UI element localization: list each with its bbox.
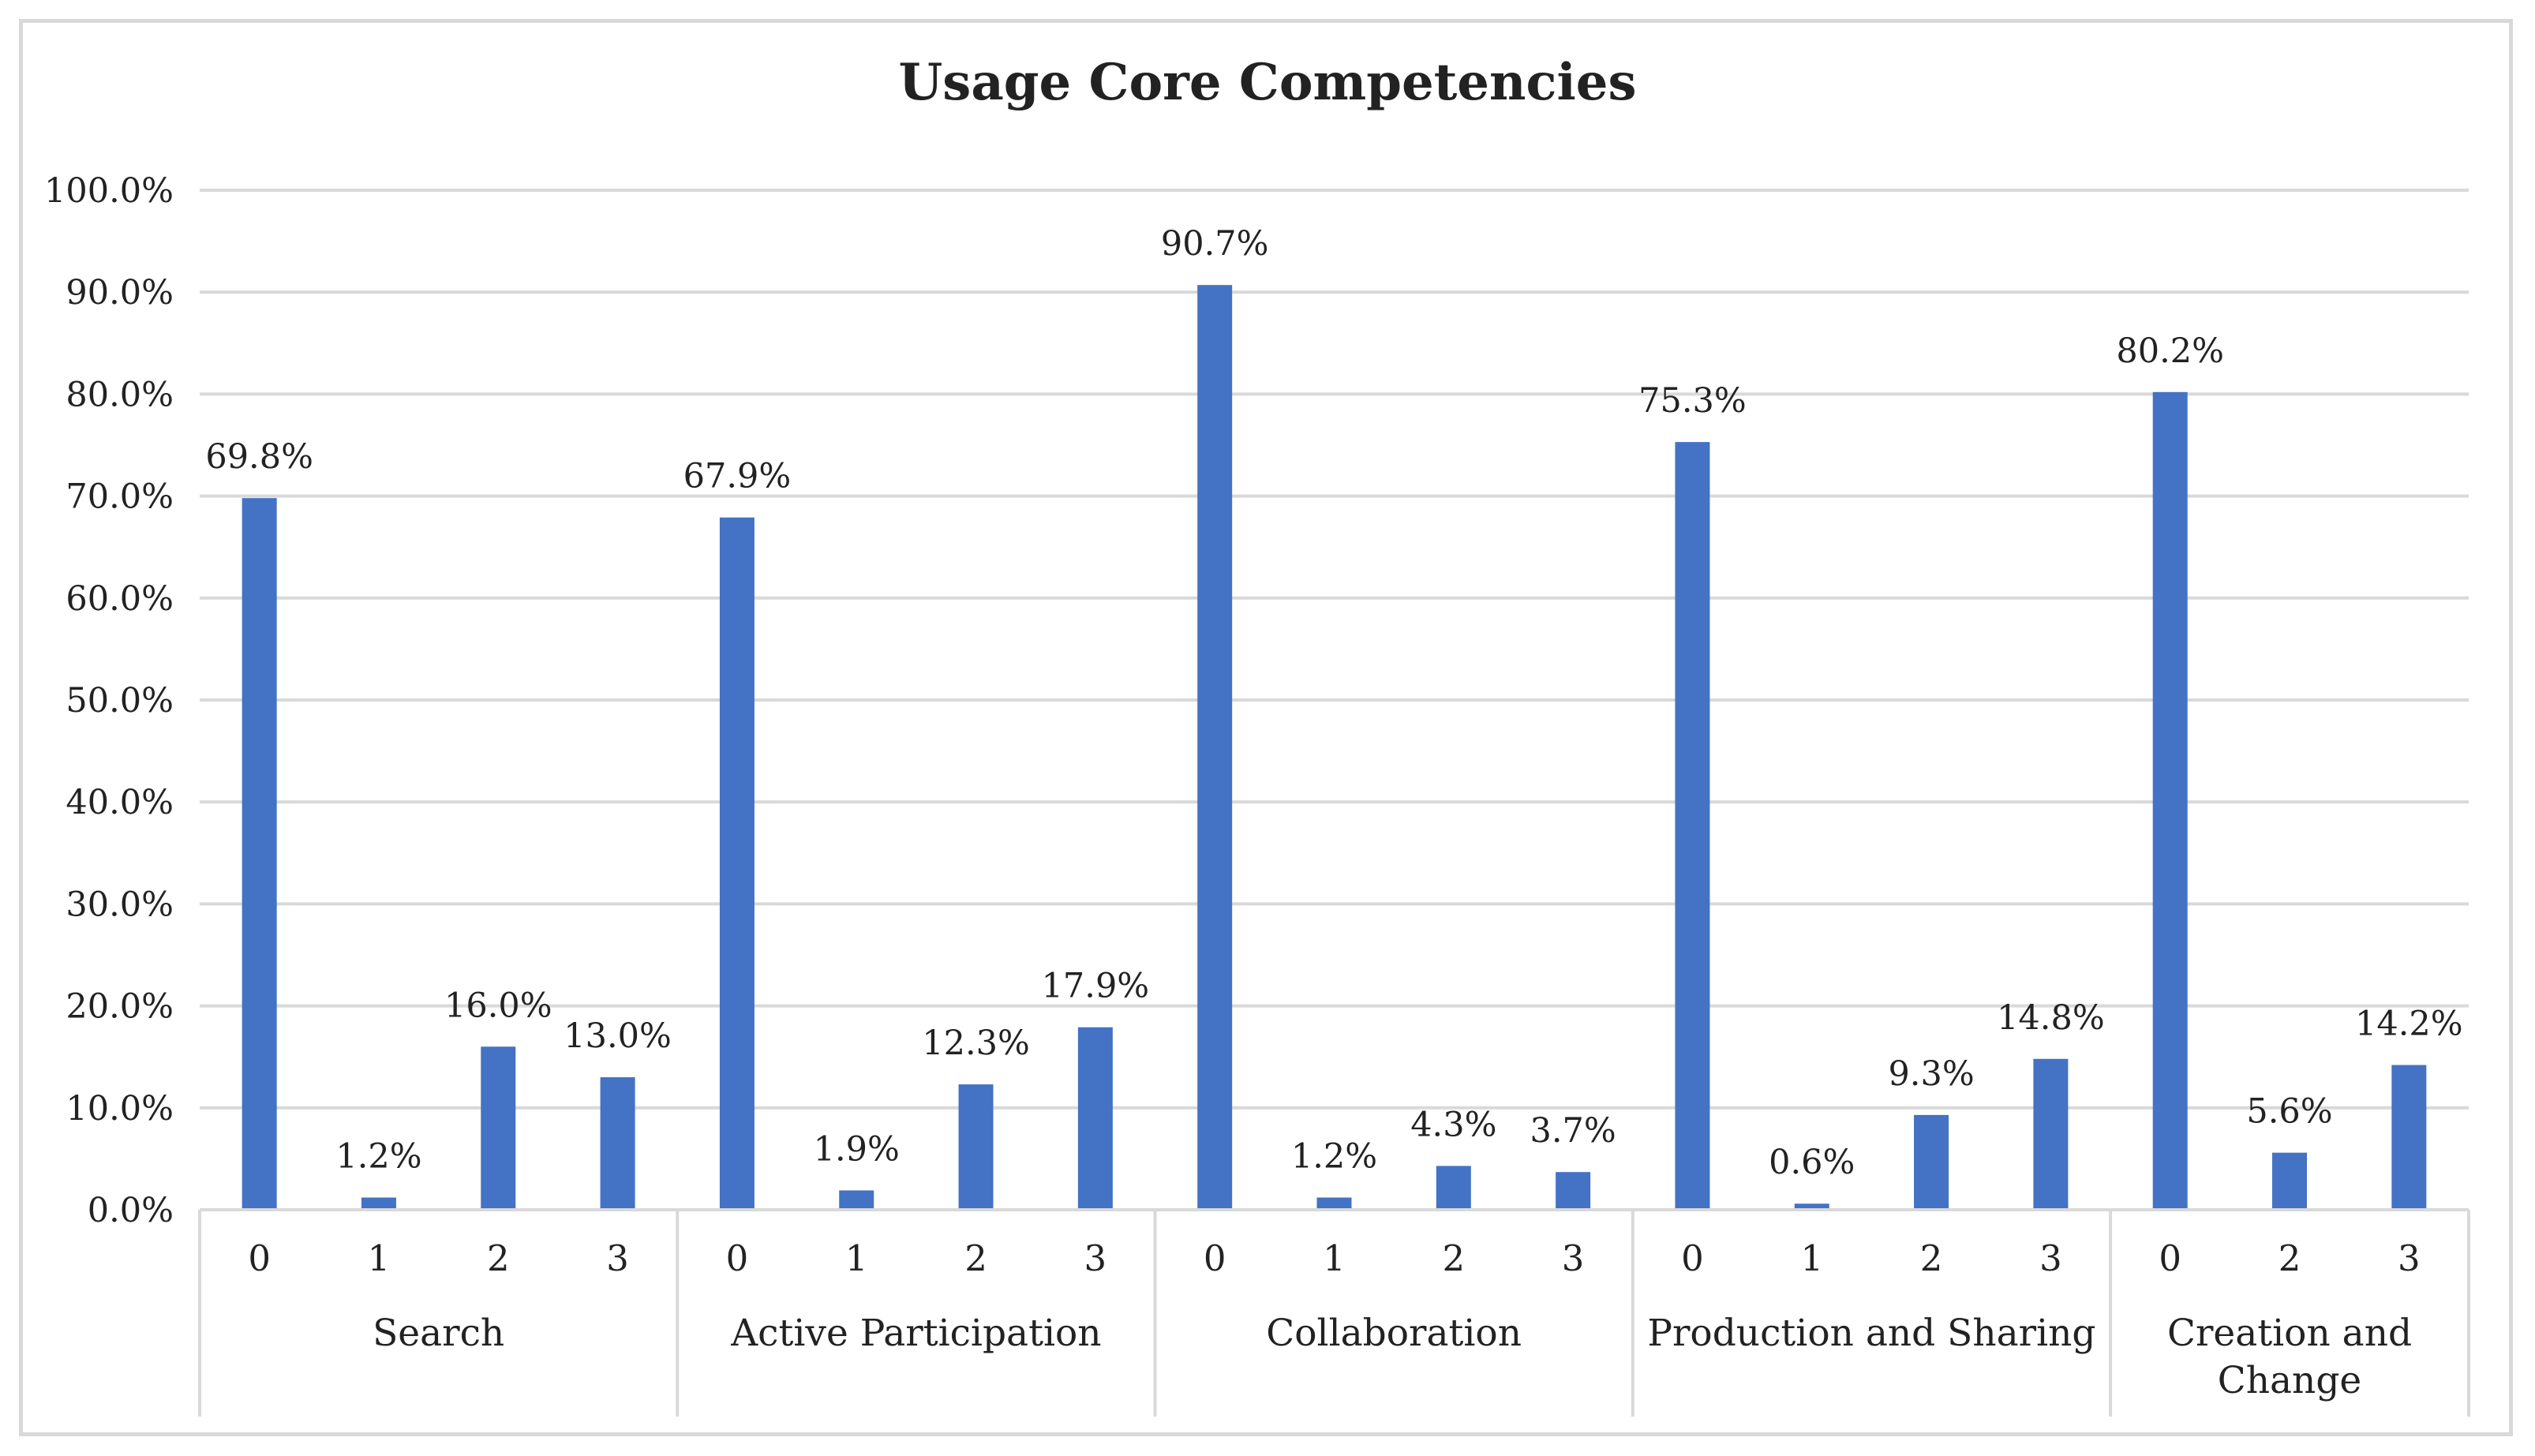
bar bbox=[1794, 1203, 1829, 1210]
x-tick-label: 0 bbox=[1681, 1237, 1704, 1279]
data-label: 9.3% bbox=[1888, 1054, 1974, 1094]
data-labels: 69.8% 1.2% 16.0% 13.0% 67.9% 1.9% 12.3% 17.9% 90… bbox=[205, 224, 2462, 1182]
data-label: 1.2% bbox=[335, 1136, 421, 1176]
bar bbox=[600, 1077, 635, 1210]
y-tick-label: 10.0% bbox=[66, 1089, 174, 1128]
x-tick-label: 1 bbox=[368, 1237, 391, 1279]
y-tick-label: 90.0% bbox=[66, 273, 174, 313]
x-tick-label: 0 bbox=[248, 1237, 271, 1279]
x-tick-label: 2 bbox=[1920, 1237, 1943, 1279]
data-label: 4.3% bbox=[1410, 1105, 1496, 1144]
x-tick-label: 2 bbox=[2279, 1237, 2301, 1279]
bar bbox=[1316, 1197, 1352, 1210]
gridlines bbox=[200, 189, 2469, 1110]
x-tick-label: 1 bbox=[1800, 1237, 1823, 1279]
data-label: 0.6% bbox=[1769, 1143, 1855, 1182]
y-tick-label: 40.0% bbox=[66, 783, 174, 822]
x-tick-label: 1 bbox=[1323, 1237, 1346, 1279]
bar bbox=[2272, 1152, 2308, 1210]
y-tick-label: 30.0% bbox=[66, 885, 174, 924]
data-label: 13.0% bbox=[564, 1016, 672, 1056]
y-tick-label: 100.0% bbox=[44, 171, 174, 211]
bars bbox=[242, 285, 2427, 1210]
x-tick-label: 3 bbox=[606, 1237, 629, 1279]
data-label: 90.7% bbox=[1161, 224, 1269, 264]
x-tick-label: 3 bbox=[2039, 1237, 2062, 1279]
x-tick-label: 3 bbox=[1084, 1237, 1107, 1279]
y-tick-label: 80.0% bbox=[66, 375, 174, 414]
bar bbox=[719, 517, 755, 1210]
data-label: 14.2% bbox=[2355, 1005, 2463, 1044]
x-tick-label: 0 bbox=[1204, 1237, 1226, 1279]
x-tick-label: 2 bbox=[964, 1237, 987, 1279]
bar bbox=[481, 1046, 516, 1210]
group-label: Collaboration bbox=[1266, 1312, 1522, 1355]
group-label: Change bbox=[2218, 1359, 2361, 1402]
bar bbox=[2033, 1058, 2069, 1210]
bar bbox=[1436, 1166, 1471, 1210]
bar bbox=[839, 1190, 874, 1210]
chart-title: Usage Core Competencies bbox=[898, 53, 1636, 112]
data-label: 80.2% bbox=[2116, 331, 2224, 371]
y-tick-label: 20.0% bbox=[66, 987, 174, 1027]
data-label: 1.2% bbox=[1291, 1136, 1377, 1176]
bar bbox=[1675, 442, 1710, 1210]
x-axis: 0 1 2 3 Search 0 1 2 3 Active Participation 0 1 2 3 Co… bbox=[198, 1208, 2470, 1417]
group-label: Creation and bbox=[2167, 1312, 2412, 1355]
x-tick-label: 1 bbox=[845, 1237, 868, 1279]
bar bbox=[2152, 391, 2188, 1210]
y-axis-ticks: 0.0% 10.0% 20.0% 30.0% 40.0% 50.0% 60.0% 70.0% 8… bbox=[44, 171, 174, 1230]
x-tick-label: 0 bbox=[2159, 1237, 2181, 1279]
y-tick-label: 70.0% bbox=[66, 477, 174, 517]
x-tick-label: 2 bbox=[487, 1237, 510, 1279]
group-label: Production and Sharing bbox=[1647, 1312, 2095, 1355]
x-tick-label: 3 bbox=[1562, 1237, 1585, 1279]
data-label: 17.9% bbox=[1042, 967, 1150, 1006]
bar bbox=[361, 1197, 396, 1210]
bar bbox=[1914, 1114, 1949, 1210]
group-label: Search bbox=[373, 1312, 504, 1355]
data-label: 16.0% bbox=[444, 986, 552, 1025]
group-label: Active Participation bbox=[730, 1312, 1101, 1355]
data-label: 75.3% bbox=[1638, 381, 1747, 421]
bar bbox=[1077, 1027, 1113, 1210]
y-tick-label: 50.0% bbox=[66, 681, 174, 721]
y-tick-label: 60.0% bbox=[66, 579, 174, 619]
bar bbox=[1556, 1172, 1591, 1210]
y-tick-label: 0.0% bbox=[88, 1191, 174, 1230]
x-tick-label: 3 bbox=[2398, 1237, 2421, 1279]
bar bbox=[1197, 285, 1233, 1210]
bar bbox=[958, 1084, 994, 1210]
x-tick-label: 2 bbox=[1442, 1237, 1465, 1279]
data-label: 5.6% bbox=[2246, 1092, 2332, 1132]
chart-frame bbox=[19, 19, 2513, 1436]
data-label: 69.8% bbox=[205, 437, 313, 477]
bar bbox=[2391, 1065, 2427, 1210]
bar bbox=[242, 498, 277, 1210]
x-tick-label: 0 bbox=[726, 1237, 749, 1279]
data-label: 1.9% bbox=[814, 1129, 900, 1169]
data-label: 14.8% bbox=[1997, 998, 2105, 1038]
data-label: 12.3% bbox=[922, 1024, 1030, 1063]
data-label: 67.9% bbox=[683, 457, 792, 496]
data-label: 3.7% bbox=[1530, 1111, 1616, 1151]
